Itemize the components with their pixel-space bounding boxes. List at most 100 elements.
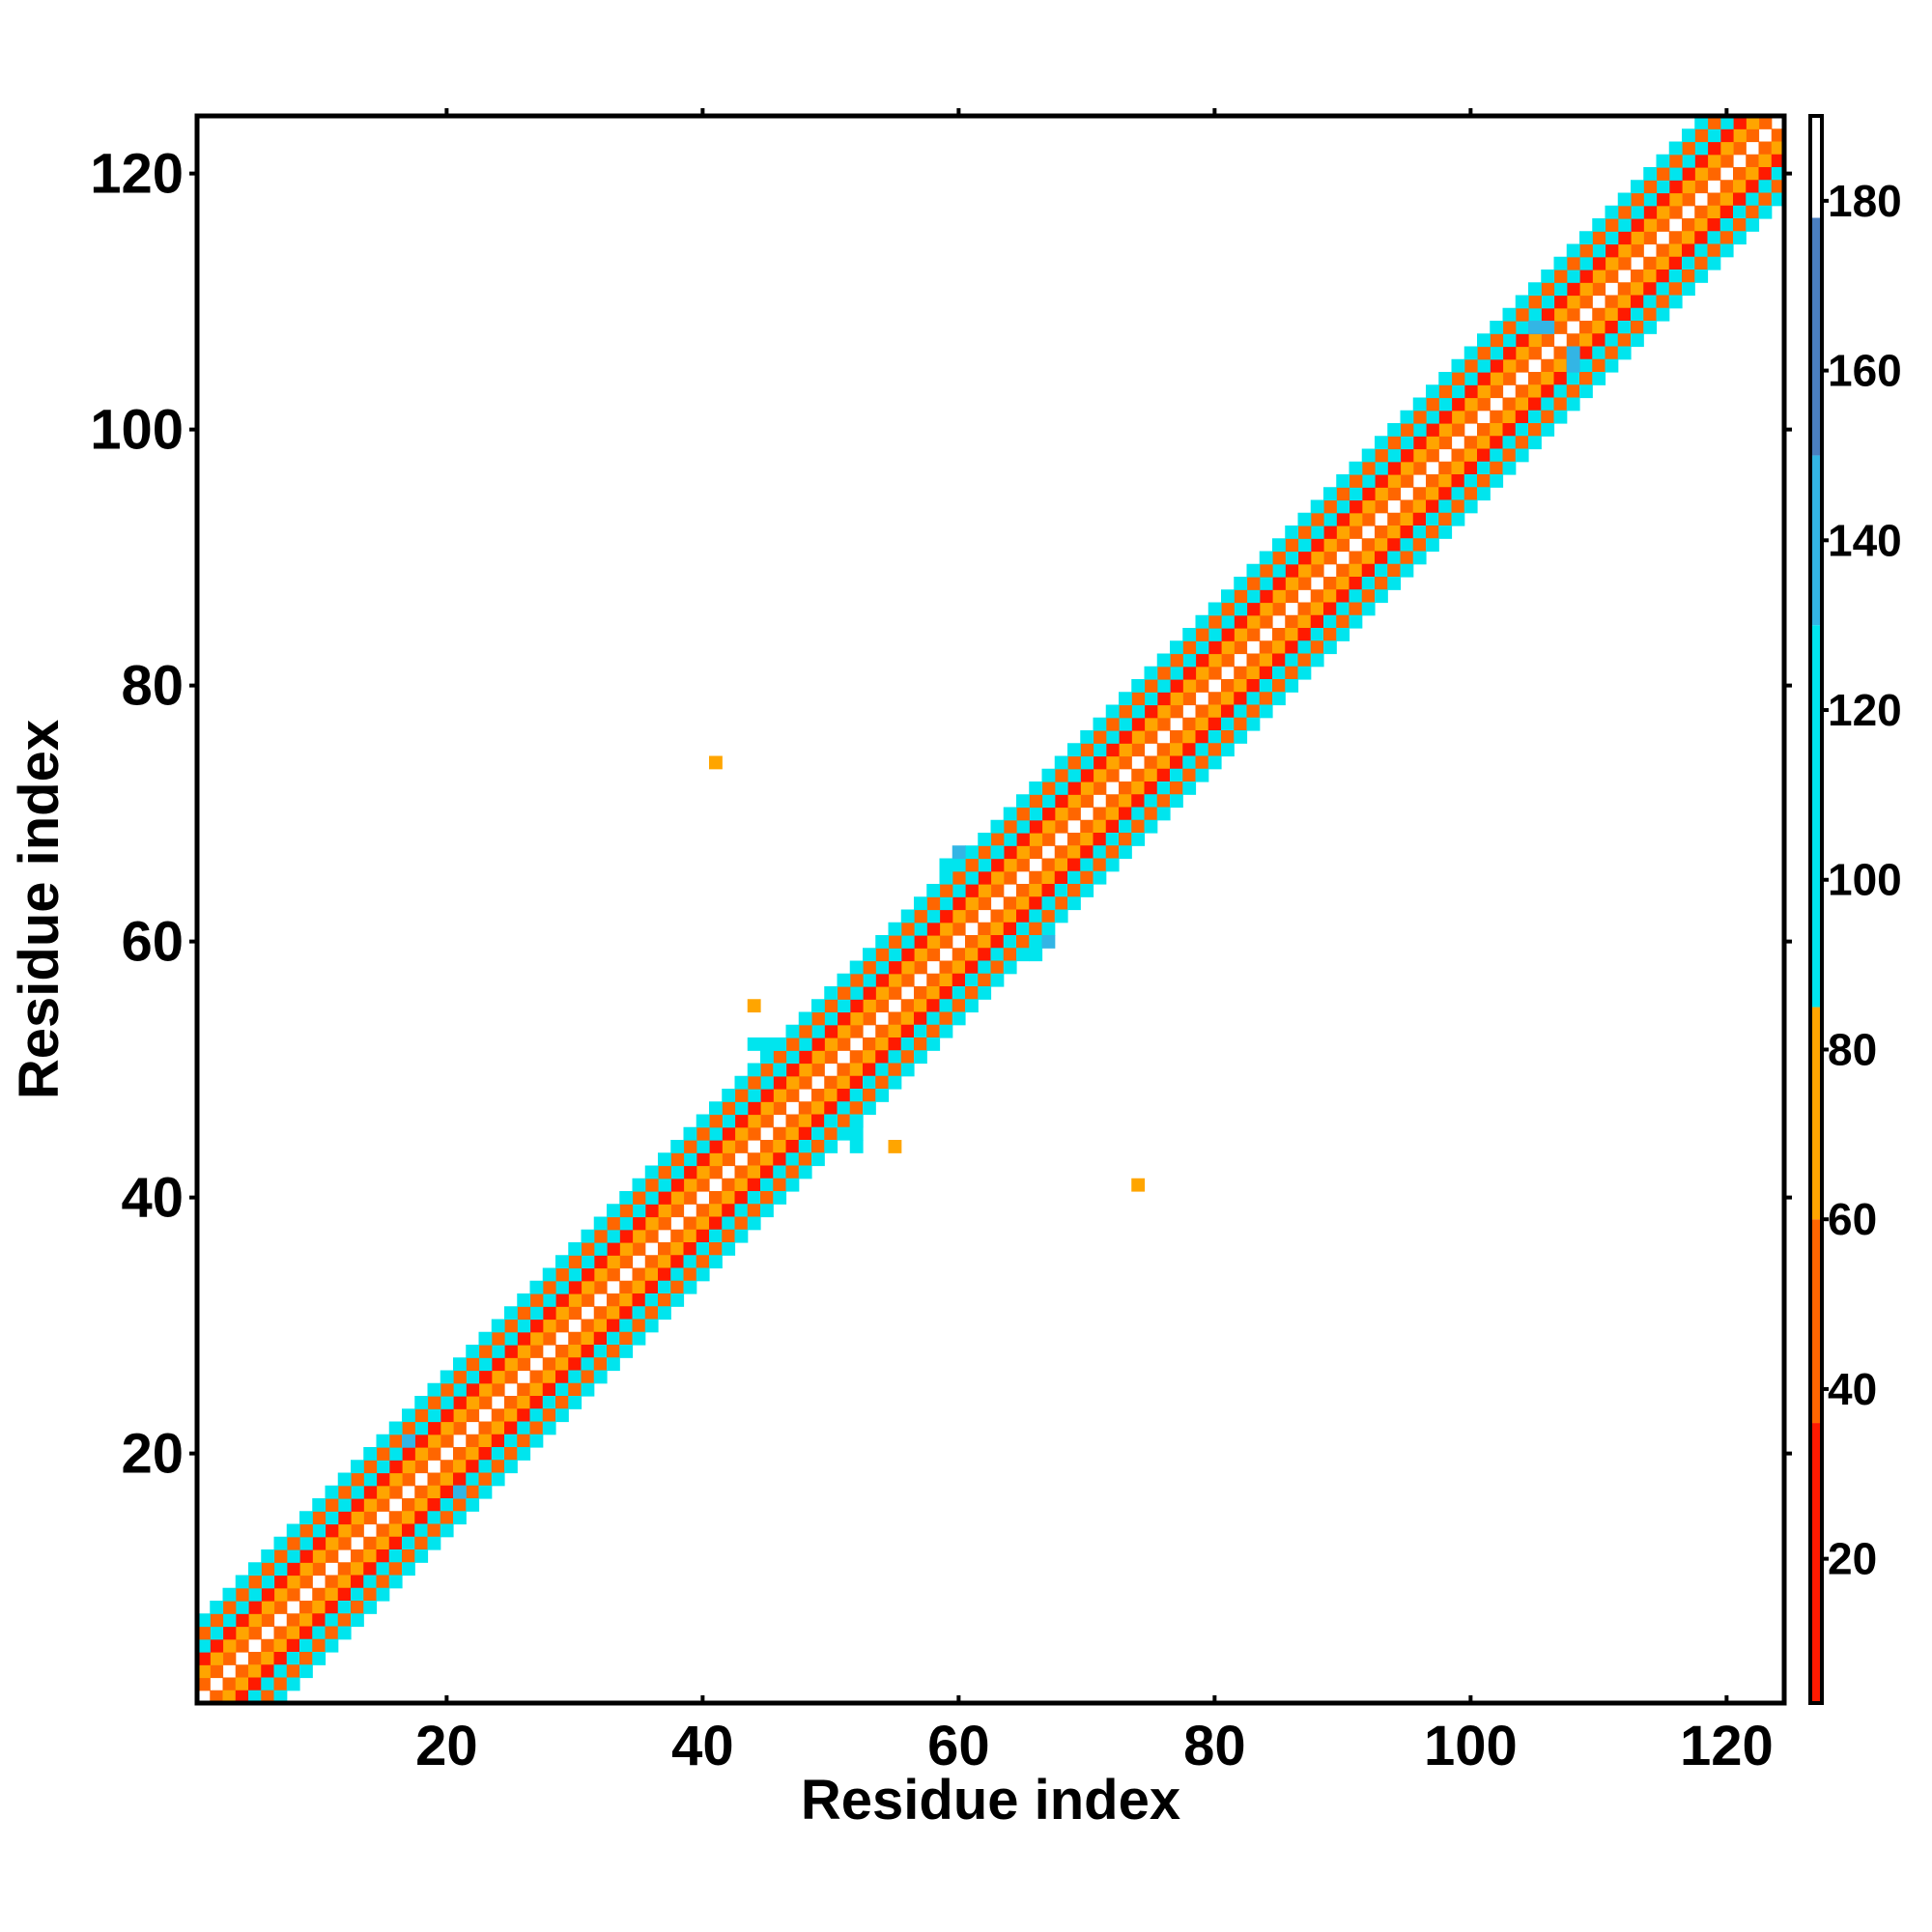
heatmap-cell <box>888 960 902 975</box>
heatmap-cell <box>1668 256 1683 270</box>
heatmap-cell <box>1746 205 1760 219</box>
heatmap-cell <box>1631 321 1644 334</box>
heatmap-cell <box>644 1255 659 1269</box>
heatmap-cell <box>1208 692 1222 706</box>
heatmap-cell <box>1438 487 1453 501</box>
heatmap-cell <box>709 1204 723 1218</box>
heatmap-cell <box>914 922 927 936</box>
heatmap-cell <box>299 1652 313 1665</box>
heatmap-cell <box>478 1382 493 1397</box>
heatmap-cell <box>1259 692 1273 706</box>
heatmap-cell <box>453 1396 467 1409</box>
heatmap-cell <box>734 1216 749 1231</box>
heatmap-cell <box>722 1114 736 1128</box>
heatmap-cell <box>1144 794 1158 809</box>
heatmap-cell <box>1272 551 1286 565</box>
heatmap-cell <box>1746 128 1760 143</box>
heatmap-cell <box>273 1575 288 1589</box>
heatmap-cell <box>1297 614 1312 629</box>
heatmap-cell <box>811 1050 825 1065</box>
heatmap-cell <box>1375 436 1388 450</box>
heatmap-cell <box>197 1638 211 1653</box>
heatmap-cell <box>696 1178 710 1192</box>
heatmap-cell <box>888 1011 902 1026</box>
heatmap-cell <box>632 1331 646 1346</box>
heatmap-cell <box>402 1460 415 1474</box>
heatmap-cell <box>1041 807 1056 821</box>
heatmap-cell <box>607 1293 620 1307</box>
heatmap-cells <box>197 116 1785 1704</box>
heatmap-cell <box>1234 730 1248 744</box>
heatmap-cell <box>504 1370 518 1384</box>
heatmap-cell <box>388 1523 403 1538</box>
heatmap-cell <box>1208 730 1222 744</box>
heatmap-cell <box>1387 461 1402 475</box>
heatmap-cell <box>517 1421 531 1435</box>
heatmap-cell <box>1579 346 1593 360</box>
heatmap-cell <box>1029 870 1043 885</box>
heatmap-cell <box>952 845 966 860</box>
heatmap-cell <box>952 870 966 885</box>
heatmap-cell <box>504 1460 518 1474</box>
heatmap-cell <box>504 1345 518 1358</box>
heatmap-cell <box>926 922 941 936</box>
heatmap-cell <box>1093 819 1107 834</box>
heatmap-cell <box>670 1140 685 1153</box>
heatmap-cell <box>1463 487 1478 501</box>
heatmap-cell <box>325 1549 339 1563</box>
heatmap-cell <box>1016 833 1030 846</box>
heatmap-cell <box>939 1011 953 1026</box>
heatmap-cell <box>1656 154 1670 168</box>
heatmap-cell <box>1093 730 1107 744</box>
heatmap-cell <box>1643 321 1658 334</box>
heatmap-cell <box>785 1114 800 1128</box>
heatmap-cell <box>312 1613 327 1628</box>
heatmap-cell <box>1387 448 1402 463</box>
heatmap-cell <box>1733 180 1747 194</box>
heatmap-cell <box>1156 755 1171 770</box>
heatmap-cell <box>1631 307 1644 322</box>
heatmap-cell <box>1733 141 1747 156</box>
heatmap-cell <box>734 1165 749 1179</box>
heatmap-cell <box>978 858 992 872</box>
heatmap-cell <box>363 1511 378 1525</box>
heatmap-cell <box>696 1267 710 1282</box>
heatmap-cell <box>1016 909 1030 923</box>
heatmap-cell <box>1361 602 1376 616</box>
heatmap-cell <box>1170 679 1183 693</box>
heatmap-cell <box>286 1575 300 1589</box>
heatmap-cell <box>529 1421 544 1435</box>
heatmap-cell <box>466 1396 480 1409</box>
heatmap-cell <box>785 1089 800 1102</box>
heatmap-cell <box>1105 819 1120 834</box>
heatmap-cell <box>939 973 953 987</box>
heatmap-cell <box>1412 538 1427 553</box>
heatmap-cell <box>1387 423 1402 437</box>
x-tick-label: 120 <box>1680 1715 1774 1777</box>
heatmap-cell <box>466 1460 480 1474</box>
heatmap-cell <box>632 1280 646 1294</box>
heatmap-cell <box>760 1140 774 1153</box>
heatmap-cell <box>1643 192 1658 207</box>
heatmap-cell <box>760 1114 774 1128</box>
heatmap-cell <box>1131 819 1146 834</box>
heatmap-cell <box>849 973 864 987</box>
heatmap-cell <box>1297 512 1312 526</box>
heatmap-cell <box>619 1345 634 1358</box>
heatmap-cell <box>440 1472 454 1487</box>
heatmap-cell <box>491 1434 505 1448</box>
heatmap-cell <box>1003 870 1017 885</box>
heatmap-cell <box>1592 282 1606 297</box>
heatmap-cell <box>683 1280 697 1294</box>
heatmap-cell <box>709 1152 723 1167</box>
heatmap-cell <box>235 1638 249 1653</box>
heatmap-cell <box>542 1408 556 1423</box>
heatmap-cell <box>555 1408 569 1423</box>
heatmap-cell <box>1054 858 1068 872</box>
heatmap-cell <box>965 973 979 987</box>
heatmap-cell <box>542 1357 556 1372</box>
heatmap-cell <box>1682 128 1695 143</box>
heatmap-cell <box>1707 154 1721 168</box>
heatmap-cell <box>1156 704 1171 719</box>
heatmap-cell <box>734 1178 749 1192</box>
